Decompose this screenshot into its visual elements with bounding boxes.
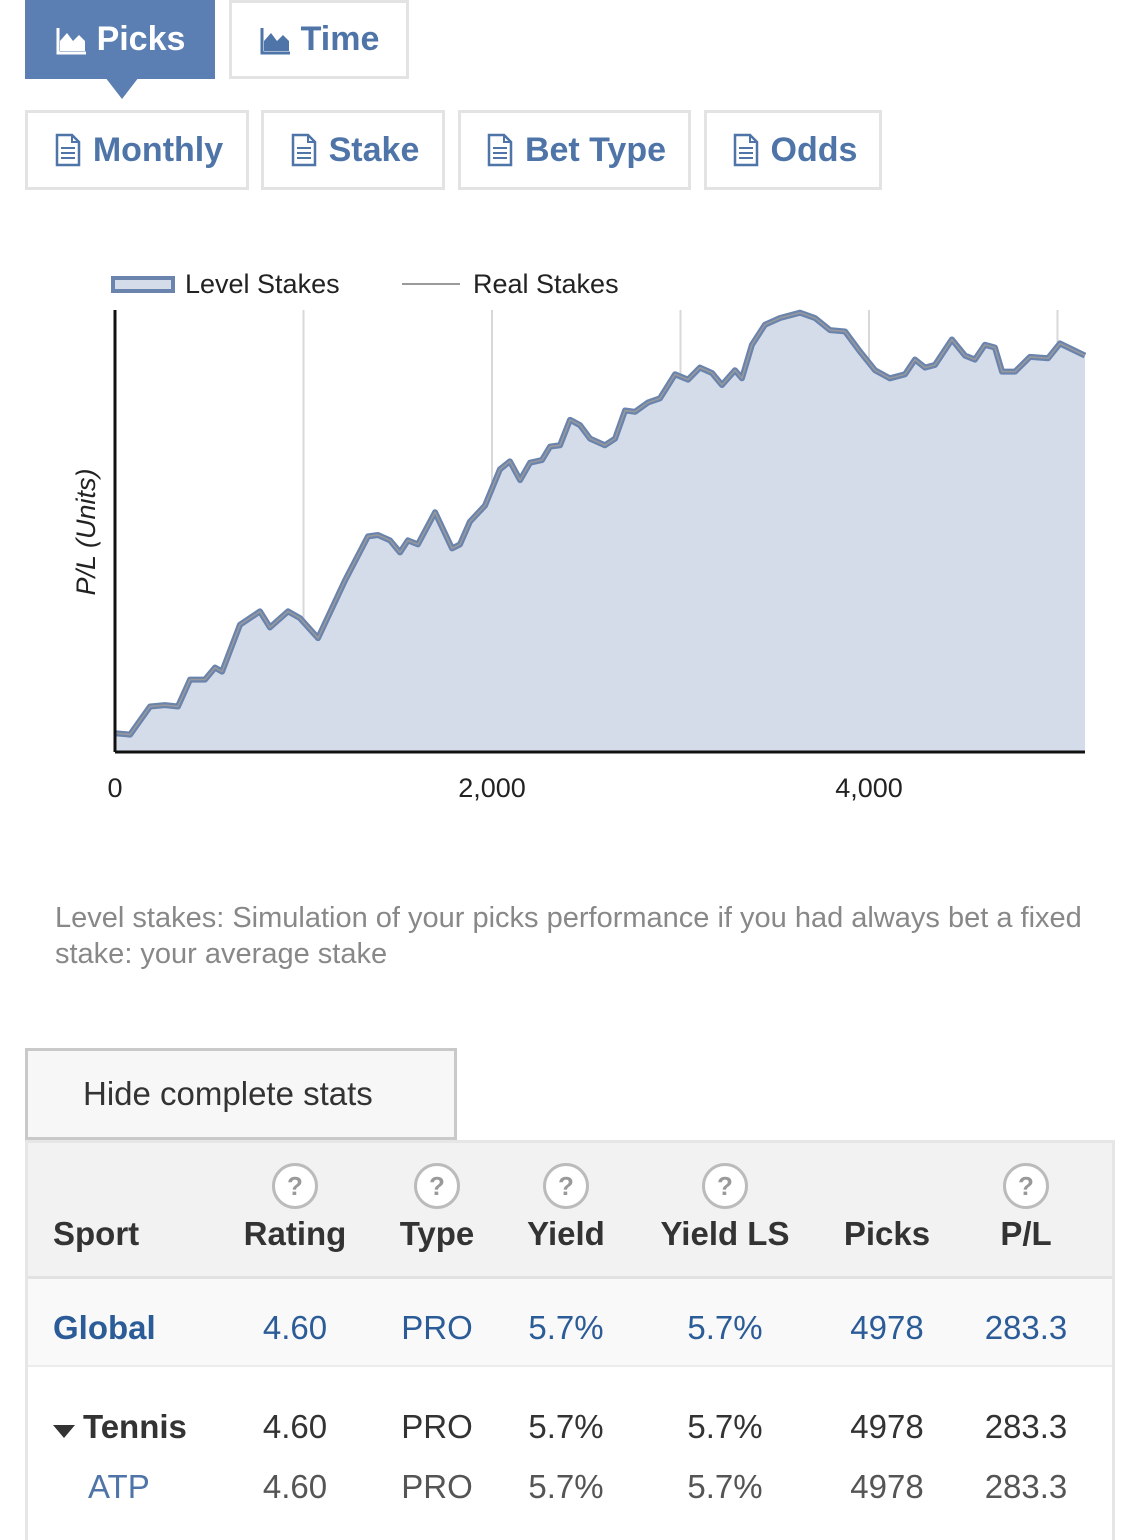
column-header: Type (399, 1215, 475, 1252)
chart: 0 2,000 4,000 P/L (Units) Level Stakes Real S… (71, 269, 1087, 803)
doc-icon (487, 133, 513, 167)
table-cell: 4.60 (262, 1468, 328, 1505)
chart-icon (56, 27, 86, 54)
column-header: Picks (843, 1215, 931, 1252)
column-header: Rating (243, 1215, 347, 1252)
table-cell: 4978 (850, 1408, 924, 1445)
table-cell: PRO (401, 1309, 473, 1346)
x-tick-label: 2,000 (458, 773, 526, 803)
chart-icon (260, 27, 290, 54)
doc-icon (55, 133, 81, 167)
column-header: Yield LS (660, 1215, 790, 1252)
table-cell: 5.7% (687, 1408, 763, 1445)
report-button[interactable]: Odds (704, 110, 882, 190)
table-cell: Tennis (83, 1408, 187, 1445)
report-label: Odds (770, 130, 858, 169)
table-cell: Global (53, 1309, 156, 1346)
toggle-stats-button[interactable]: Hide complete stats (25, 1048, 457, 1140)
stats-table: Sport Rating? Type? Yield? Yield LS? Picks P/L… (25, 1140, 1115, 1540)
table-cell: 5.7% (528, 1309, 604, 1346)
table-cell: 4978 (850, 1468, 924, 1505)
column-header: Sport (53, 1215, 140, 1252)
x-tick-label: 4,000 (835, 773, 903, 803)
note: Level stakes: Simulation of your picks p… (55, 902, 1082, 970)
table-cell: 5.7% (528, 1468, 604, 1505)
help-icon[interactable]: ? (272, 1163, 318, 1209)
tab-label: Time (300, 20, 380, 58)
line (114, 311, 1086, 736)
tab-pointer (105, 77, 139, 99)
help-icon[interactable]: ? (414, 1163, 460, 1209)
y-axis-label: P/L (Units) (71, 468, 101, 595)
table-cell: PRO (401, 1468, 473, 1505)
column-header: Yield (527, 1215, 605, 1252)
report-label: Bet Type (524, 130, 667, 169)
column-header: P/L (1000, 1215, 1052, 1252)
table-cell: ATP (88, 1468, 150, 1505)
report-button[interactable]: Stake (261, 110, 445, 190)
table-cell: 4978 (850, 1309, 924, 1346)
tab-time[interactable]: Time (229, 0, 409, 79)
doc-icon (733, 133, 758, 167)
x-tick-label: 0 (107, 773, 122, 803)
help-icon[interactable]: ? (1003, 1163, 1049, 1209)
table-cell: 283.3 (984, 1408, 1068, 1445)
help-icon[interactable]: ? (543, 1163, 589, 1209)
table-cell: 5.7% (528, 1408, 604, 1445)
table-cell: 4.60 (262, 1408, 328, 1445)
area (115, 312, 1085, 752)
table-cell: 4.60 (262, 1309, 328, 1346)
report-label: Monthly (92, 130, 224, 169)
doc-icon (291, 133, 316, 167)
report-button[interactable]: Bet Type (458, 110, 691, 190)
table-cell: 283.3 (984, 1468, 1068, 1505)
tab-picks[interactable]: Picks (25, 0, 215, 79)
tab-label: Picks (96, 20, 186, 58)
legend-swatch (111, 276, 175, 293)
page: Picks Time Monthly Stake Bet Type Odds 0 2,0… (25, 0, 1115, 1540)
report-button[interactable]: Monthly (25, 110, 249, 190)
global-row-bg (28, 1279, 1112, 1367)
table-cell: PRO (401, 1408, 473, 1445)
table-cell: 283.3 (984, 1309, 1068, 1346)
legend-label: Level Stakes (185, 269, 340, 299)
table-cell: 5.7% (687, 1309, 763, 1346)
table-cell: 5.7% (687, 1468, 763, 1505)
legend-label: Real Stakes (473, 269, 619, 299)
report-label: Stake (328, 130, 420, 169)
help-icon[interactable]: ? (702, 1163, 748, 1209)
expand-arrow[interactable] (53, 1425, 75, 1438)
